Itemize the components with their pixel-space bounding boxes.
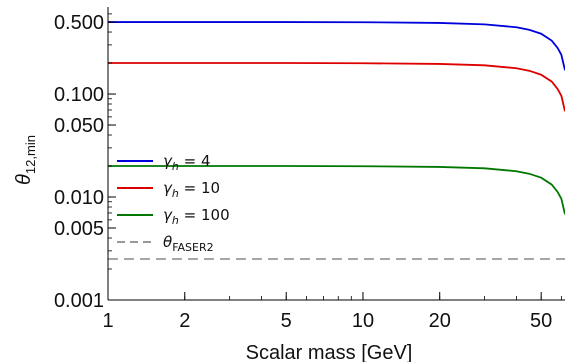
legend-label-3: θFASER2: [163, 233, 214, 254]
x-tick-label: 2: [179, 310, 190, 332]
legend-value: = 100: [179, 206, 230, 224]
x-tick-label: 50: [530, 310, 552, 332]
legend-subscript: h: [172, 160, 179, 173]
series-line-2: [108, 165, 565, 215]
y-tick-label: 0.500: [54, 12, 104, 34]
legend-subscript: h: [172, 187, 179, 200]
legend-value: = 10: [179, 179, 220, 197]
y-tick-label: 0.001: [54, 290, 104, 312]
y-tick-label: 0.050: [54, 115, 104, 137]
legend-symbol: γ: [163, 206, 173, 224]
series-line-1: [108, 62, 565, 112]
plot-lines: [108, 21, 565, 260]
legend-subscript: h: [172, 214, 179, 227]
legend-subscript: FASER2: [172, 241, 213, 254]
legend-label-1: γh = 10: [163, 179, 220, 200]
series-line-0: [108, 21, 565, 71]
x-axis-title: Scalar mass [GeV]: [246, 342, 413, 362]
legend-value: = 4: [179, 152, 211, 170]
y-axis-title: θ12,min: [13, 135, 38, 185]
legend-symbol: γ: [163, 152, 173, 170]
y-tick-label: 0.100: [54, 84, 104, 106]
x-tick-label: 1: [102, 310, 113, 332]
x-tick-label: 10: [352, 310, 374, 332]
legend-symbol: γ: [163, 179, 173, 197]
y-axis-title-subscript: 12,min: [23, 135, 38, 174]
axes: 0.001 0.005 0.010 0.050 0.100 0.500 1 2 5 10 20 50: [54, 7, 565, 332]
legend-label-2: γh = 100: [163, 206, 230, 227]
x-tick-label: 5: [281, 310, 292, 332]
y-tick-label: 0.005: [54, 218, 104, 240]
x-tick-label: 20: [429, 310, 451, 332]
legend-symbol: θ: [163, 233, 172, 251]
legend-label-0: γh = 4: [163, 152, 211, 173]
y-tick-label: 0.010: [54, 187, 104, 209]
y-axis-title-symbol: θ: [13, 174, 35, 185]
